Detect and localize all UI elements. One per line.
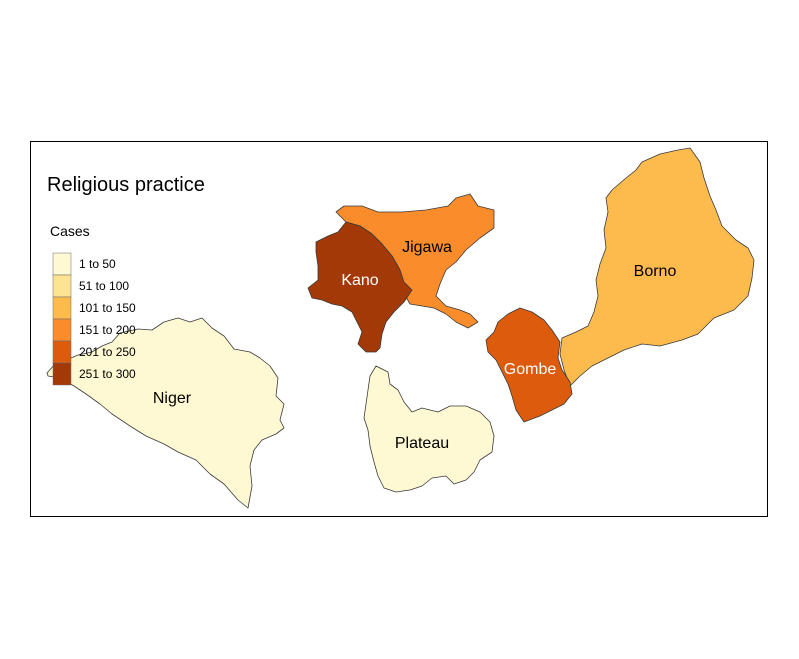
label-gombe: Gombe — [504, 361, 557, 378]
legend-label-6: 251 to 300 — [79, 367, 136, 381]
legend-swatch-5 — [52, 340, 72, 364]
label-plateau: Plateau — [395, 435, 449, 452]
region-gombe — [485, 307, 573, 423]
legend-swatch-2 — [52, 274, 72, 298]
label-borno: Borno — [634, 263, 677, 280]
map-title: Religious practice — [47, 174, 205, 196]
legend-label-3: 101 to 150 — [79, 301, 136, 315]
legend-label-5: 201 to 250 — [79, 345, 136, 359]
region-borno — [559, 147, 755, 387]
legend-label-1: 1 to 50 — [79, 257, 116, 271]
label-niger: Niger — [153, 390, 192, 407]
label-jigawa: Jigawa — [402, 239, 452, 256]
region-kano — [307, 221, 413, 353]
legend-swatch-4 — [52, 318, 72, 342]
region-plateau — [363, 365, 495, 493]
region-niger — [46, 317, 285, 509]
legend-swatch-3 — [52, 296, 72, 320]
legend-swatch-6 — [52, 362, 72, 386]
legend-label-4: 151 to 200 — [79, 323, 136, 337]
legend-label-2: 51 to 100 — [79, 279, 129, 293]
legend-swatch-1 — [52, 252, 72, 276]
label-kano: Kano — [341, 272, 378, 289]
legend-title: Cases — [50, 223, 90, 239]
